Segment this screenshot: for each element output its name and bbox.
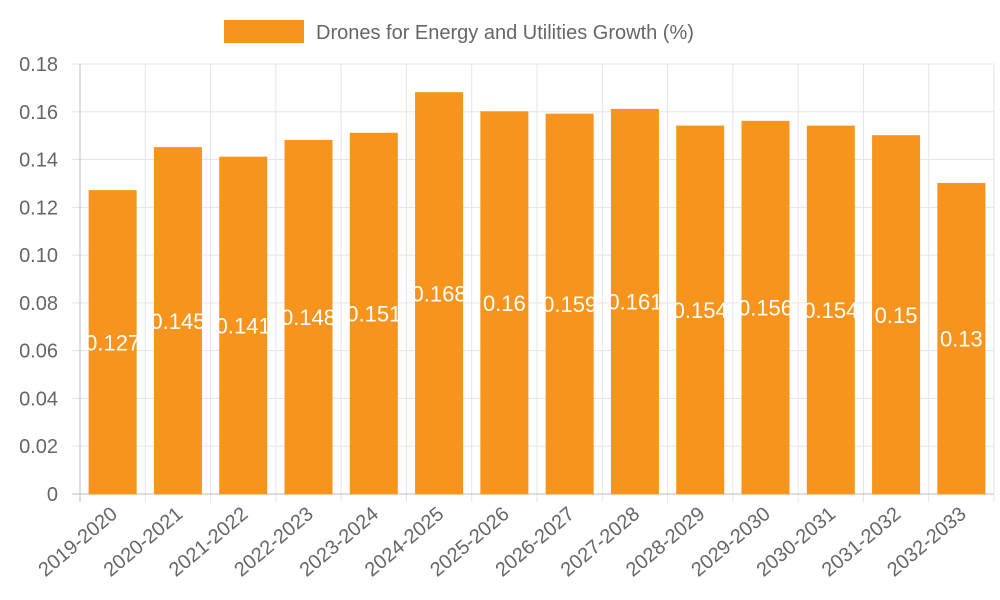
- bar-2026-2027[interactable]: [545, 113, 594, 495]
- legend-swatch: [224, 20, 304, 43]
- bar-2024-2025[interactable]: [415, 92, 464, 495]
- bar-value-label: 0.156: [738, 296, 793, 321]
- bar-value-label: 0.151: [346, 302, 401, 327]
- bars: [88, 92, 986, 495]
- legend[interactable]: Drones for Energy and Utilities Growth (…: [224, 20, 694, 44]
- bar-2028-2029[interactable]: [676, 125, 725, 495]
- bar-value-label: 0.16: [483, 291, 526, 316]
- bar-value-label: 0.159: [542, 292, 597, 317]
- legend-label: Drones for Energy and Utilities Growth (…: [316, 22, 694, 44]
- bar-2025-2026[interactable]: [480, 111, 529, 495]
- bar-value-label: 0.15: [875, 303, 918, 328]
- y-axis-ticks: 0 0.02 0.04 0.06 0.08 0.10 0.12 0.14 0.16 0.18: [19, 54, 58, 506]
- bar-2029-2030[interactable]: [741, 120, 790, 495]
- bar-2021-2022[interactable]: [219, 156, 268, 495]
- bar-2030-2031[interactable]: [806, 125, 855, 495]
- bar-2022-2023[interactable]: [284, 139, 333, 495]
- bar-value-label: 0.145: [150, 309, 205, 334]
- bar-value-label: 0.161: [607, 290, 662, 315]
- y-tick-label: 0.16: [19, 102, 58, 124]
- bar-2031-2032[interactable]: [872, 135, 921, 495]
- y-tick-label: 0: [47, 484, 58, 506]
- y-tick-label: 0.18: [19, 54, 58, 76]
- bar-2023-2024[interactable]: [349, 132, 398, 495]
- x-axis-ticks: 2019-20202020-20212021-20222022-20232023…: [34, 503, 970, 581]
- bar-2032-2033[interactable]: [937, 182, 986, 495]
- y-tick-label: 0.06: [19, 341, 58, 363]
- bar-2020-2021[interactable]: [153, 147, 202, 495]
- gridlines: [72, 63, 995, 502]
- bar-value-label: 0.154: [803, 298, 858, 323]
- y-tick-label: 0.04: [19, 388, 58, 410]
- y-tick-label: 0.14: [19, 150, 58, 172]
- y-tick-label: 0.10: [19, 245, 58, 267]
- bar-value-label: 0.141: [216, 314, 271, 339]
- bar-value-label: 0.168: [412, 281, 467, 306]
- bar-value-label: 0.13: [940, 327, 983, 352]
- y-tick-label: 0.02: [19, 436, 58, 458]
- bar-value-label: 0.148: [281, 305, 336, 330]
- bar-value-label: 0.127: [85, 330, 140, 355]
- bar-value-label: 0.154: [673, 298, 728, 323]
- y-tick-label: 0.08: [19, 293, 58, 315]
- y-tick-label: 0.12: [19, 197, 58, 219]
- bar-2027-2028[interactable]: [610, 108, 659, 495]
- bar-2019-2020[interactable]: [88, 190, 137, 495]
- data-labels: 0.127 0.145 0.141 0.148 0.151 0.168 0.16 0.159 0…: [85, 281, 983, 355]
